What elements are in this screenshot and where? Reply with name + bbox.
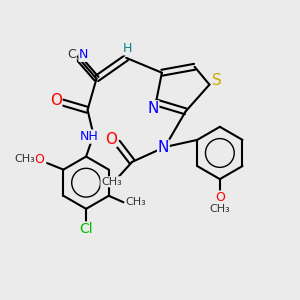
Text: O: O <box>105 131 117 146</box>
Text: CH₃: CH₃ <box>125 197 146 207</box>
Text: N: N <box>79 48 88 62</box>
Text: NH: NH <box>80 130 98 143</box>
Text: O: O <box>215 191 225 204</box>
Text: CH₃: CH₃ <box>14 154 35 164</box>
Text: H: H <box>123 42 132 55</box>
Text: O: O <box>34 153 44 166</box>
Text: N: N <box>147 101 159 116</box>
Text: O: O <box>50 94 62 109</box>
Text: C: C <box>68 48 76 62</box>
Text: S: S <box>212 73 222 88</box>
Text: N: N <box>158 140 169 155</box>
Text: CH₃: CH₃ <box>101 177 122 187</box>
Text: CH₃: CH₃ <box>209 204 230 214</box>
Text: Cl: Cl <box>79 222 93 236</box>
